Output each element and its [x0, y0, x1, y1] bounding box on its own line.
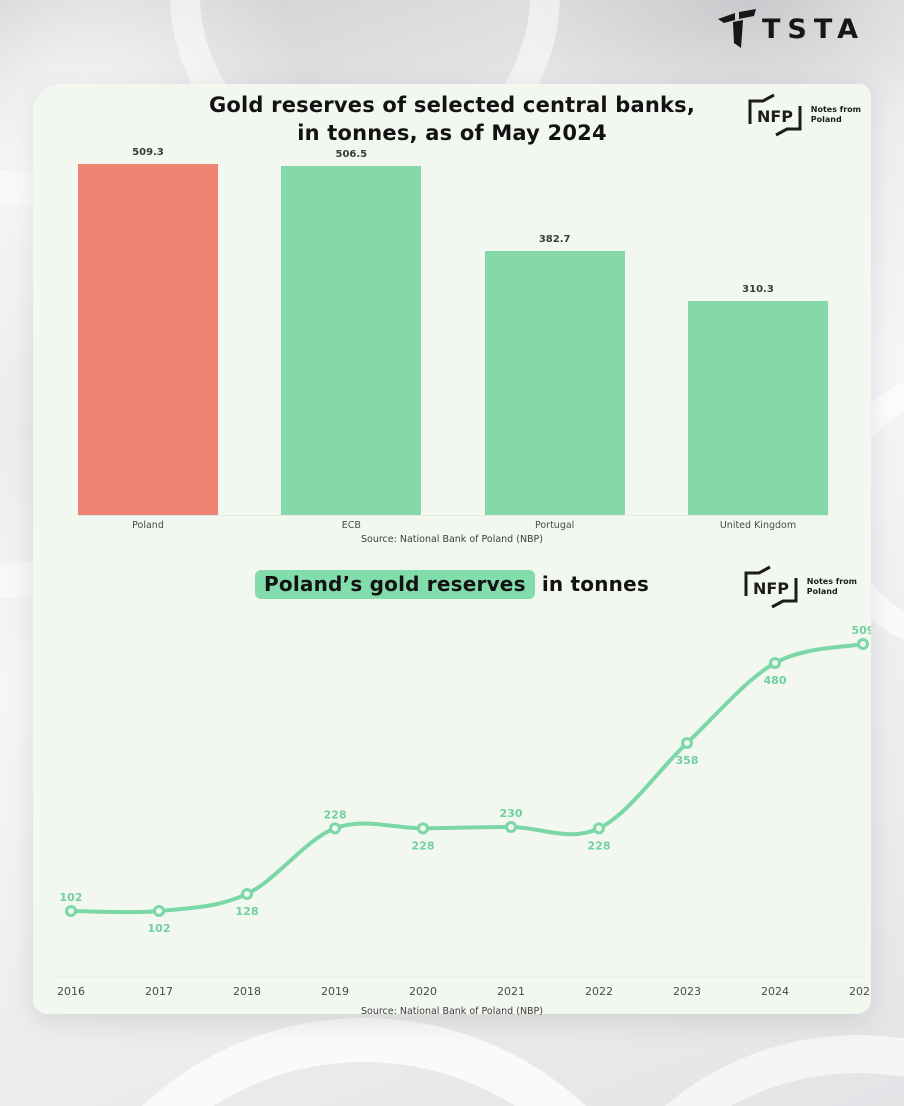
line-series-path: [69, 642, 865, 915]
data-point-value-label: 102: [148, 922, 171, 935]
x-axis-tick-label: 2023: [673, 985, 701, 998]
bar-plot-area: 509.3 506.5 382.7 310.3: [78, 147, 828, 516]
nfp-brackets-icon: NFP: [744, 565, 798, 609]
data-point-marker: [65, 905, 77, 917]
data-point-marker: [329, 822, 341, 835]
line-chart-title-highlight: Poland’s gold reserves: [255, 570, 535, 599]
x-axis-tick-label: 2020: [409, 985, 437, 998]
line-chart-source: Source: National Bank of Poland (NBP): [360, 1006, 543, 1017]
tsta-glyph-icon: [718, 9, 756, 48]
data-point-value-label: 480: [764, 674, 787, 687]
data-point-marker: [681, 737, 693, 750]
nfp-wordmark: NFP: [757, 107, 793, 126]
tsta-logo: TSTA: [716, 8, 865, 50]
x-axis-tick-label: 2021: [497, 985, 525, 998]
data-point-marker: [857, 638, 869, 650]
x-axis-tick-label: 2016: [57, 985, 85, 998]
bar-value-label: 506.5: [335, 149, 368, 160]
x-axis-tick-label: 2018: [233, 985, 261, 998]
x-axis-tick-label: 2022: [585, 985, 613, 998]
data-point-value-label: 228: [324, 808, 347, 821]
nfp-tagline: Notes from Poland: [811, 105, 861, 125]
bar-value-label: 509.3: [132, 147, 164, 158]
data-point-value-label: 509: [852, 624, 871, 637]
background-arc: [40, 1018, 688, 1106]
data-point-marker: [769, 657, 781, 670]
nfp-tagline: Notes from Poland: [807, 577, 857, 597]
data-point-value-label: 128: [236, 905, 259, 918]
nfp-tagline-line2: Poland: [806, 587, 838, 596]
data-point-marker: [417, 822, 429, 835]
data-point-marker: [241, 887, 253, 900]
nfp-tagline-line2: Poland: [810, 115, 842, 124]
line-chart-title: Poland’s gold reserves in tonnes: [33, 570, 871, 599]
data-point-value-label: 228: [412, 839, 435, 852]
nfp-tagline-line1: Notes from: [806, 577, 857, 586]
data-point-marker: [153, 905, 165, 917]
bar-chart-source: Source: National Bank of Poland (NBP): [360, 534, 543, 545]
bar-category-label: Portugal: [534, 520, 575, 531]
nfp-tagline-line1: Notes from: [810, 105, 861, 114]
data-point-marker: [505, 821, 517, 834]
bar-portugal: 382.7: [484, 234, 625, 515]
data-point-value-label: 230: [500, 807, 523, 820]
nfp-logo: NFP Notes from Poland: [742, 92, 861, 138]
nfp-logo: NFP Notes from Poland: [738, 564, 857, 610]
x-axis-tick-label: 2019: [321, 985, 349, 998]
background-arc: [560, 1035, 904, 1106]
bar-ecb: 506.5: [281, 149, 422, 515]
data-point-value-label: 102: [60, 891, 83, 904]
bar-value-label: 382.7: [538, 234, 571, 245]
bar-united-kingdom: 310.3: [687, 284, 828, 515]
bar-chart-title: Gold reserves of selected central banks,…: [33, 92, 871, 148]
bar-category-axis: Poland ECB Portugal United Kingdom: [78, 520, 828, 531]
nfp-brackets-icon: NFP: [748, 93, 802, 137]
bar-category-label: United Kingdom: [719, 520, 797, 531]
data-point-marker: [593, 822, 605, 835]
bar-value-label: 310.3: [742, 284, 774, 295]
line-plot-area: 102 2016 102 2017 128 2018 228 2019 228 2020 230 20…: [57, 624, 871, 998]
bar-category-label: ECB: [341, 520, 361, 531]
line-chart-title-rest: in tonnes: [534, 572, 649, 596]
nfp-wordmark: NFP: [753, 579, 789, 598]
x-axis-tick-label: 2024: [761, 985, 789, 998]
bar-chart-title-line2: in tonnes, as of May 2024: [297, 120, 607, 145]
infographic-card: NFP Notes from Poland Gold reserves of s…: [33, 84, 871, 1017]
tsta-wordmark: TSTA: [762, 13, 866, 45]
x-axis-tick-label: 2025: [849, 985, 871, 998]
bar-chart-title-line1: Gold reserves of selected central banks,: [208, 93, 696, 117]
bar-poland: 509.3: [78, 147, 218, 515]
data-point-value-label: 358: [676, 754, 699, 767]
bar-category-label: Poland: [132, 520, 164, 531]
x-axis-tick-label: 2017: [145, 985, 173, 998]
data-point-value-label: 228: [588, 839, 611, 852]
